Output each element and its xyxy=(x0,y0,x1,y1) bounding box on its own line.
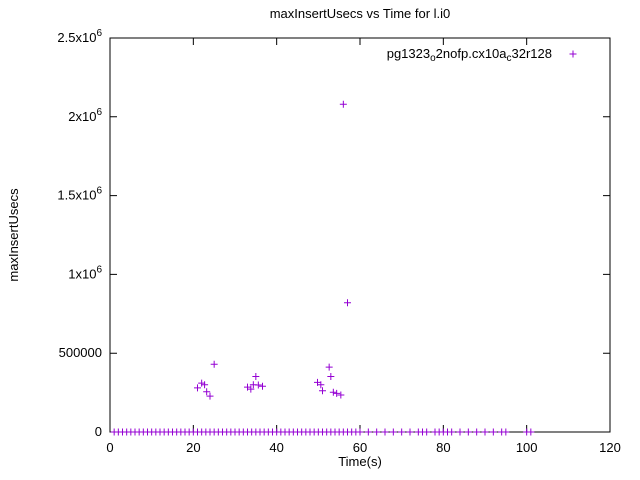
data-point xyxy=(254,381,262,389)
chart-title: maxInsertUsecs vs Time for l.i0 xyxy=(270,6,451,21)
data-point-baseline xyxy=(389,428,397,436)
data-point xyxy=(317,381,325,389)
data-point-baseline xyxy=(481,428,489,436)
data-point-baseline xyxy=(473,428,481,436)
data-point-baseline xyxy=(398,428,406,436)
y-tick-label: 2.5x106 xyxy=(57,28,102,45)
y-tick-label: 1x106 xyxy=(68,264,102,281)
y-tick-label: 1.5x106 xyxy=(57,186,102,203)
data-point-baseline xyxy=(381,428,389,436)
data-point-baseline xyxy=(373,428,381,436)
data-point xyxy=(259,382,266,390)
x-tick-label: 120 xyxy=(599,440,621,455)
data-point-baseline xyxy=(489,428,497,436)
data-point xyxy=(203,388,211,396)
data-point xyxy=(319,387,326,395)
y-tick-label: 0 xyxy=(95,424,102,439)
data-point-baseline xyxy=(502,428,510,436)
legend-marker xyxy=(569,50,577,58)
data-point xyxy=(252,373,260,381)
data-point xyxy=(206,392,214,400)
data-point xyxy=(344,299,351,307)
data-point xyxy=(337,391,345,399)
x-tick-label: 60 xyxy=(353,440,367,455)
y-axis-label: maxInsertUsecs xyxy=(6,188,21,282)
x-tick-label: 80 xyxy=(436,440,450,455)
data-point-baseline xyxy=(448,428,456,436)
data-point-baseline xyxy=(423,428,431,436)
plot-border xyxy=(109,37,611,433)
x-tick-label: 40 xyxy=(269,440,283,455)
x-tick-label: 20 xyxy=(186,440,200,455)
data-point xyxy=(247,385,255,393)
data-point xyxy=(339,100,347,108)
data-point xyxy=(194,384,201,392)
data-point xyxy=(325,363,333,371)
data-point xyxy=(201,381,209,389)
data-point-baseline xyxy=(406,428,414,436)
data-point-baseline xyxy=(364,428,372,436)
x-tick-label: 0 xyxy=(106,440,113,455)
data-point-baseline xyxy=(527,428,535,436)
data-point xyxy=(198,379,206,387)
data-point xyxy=(329,388,337,396)
y-tick-label: 500000 xyxy=(59,345,102,360)
data-point-baseline xyxy=(456,428,464,436)
x-axis-label: Time(s) xyxy=(338,454,382,469)
data-point xyxy=(327,373,335,381)
data-point xyxy=(333,389,341,397)
data-point-baseline xyxy=(356,428,364,436)
data-point-baseline xyxy=(464,428,472,436)
legend-label: pg1323o2nofp.cx10ac32r128 xyxy=(387,46,552,64)
data-point xyxy=(210,360,218,368)
y-tick-label: 2x106 xyxy=(68,107,102,124)
x-tick-label: 100 xyxy=(516,440,538,455)
axis-ticks xyxy=(109,37,611,433)
